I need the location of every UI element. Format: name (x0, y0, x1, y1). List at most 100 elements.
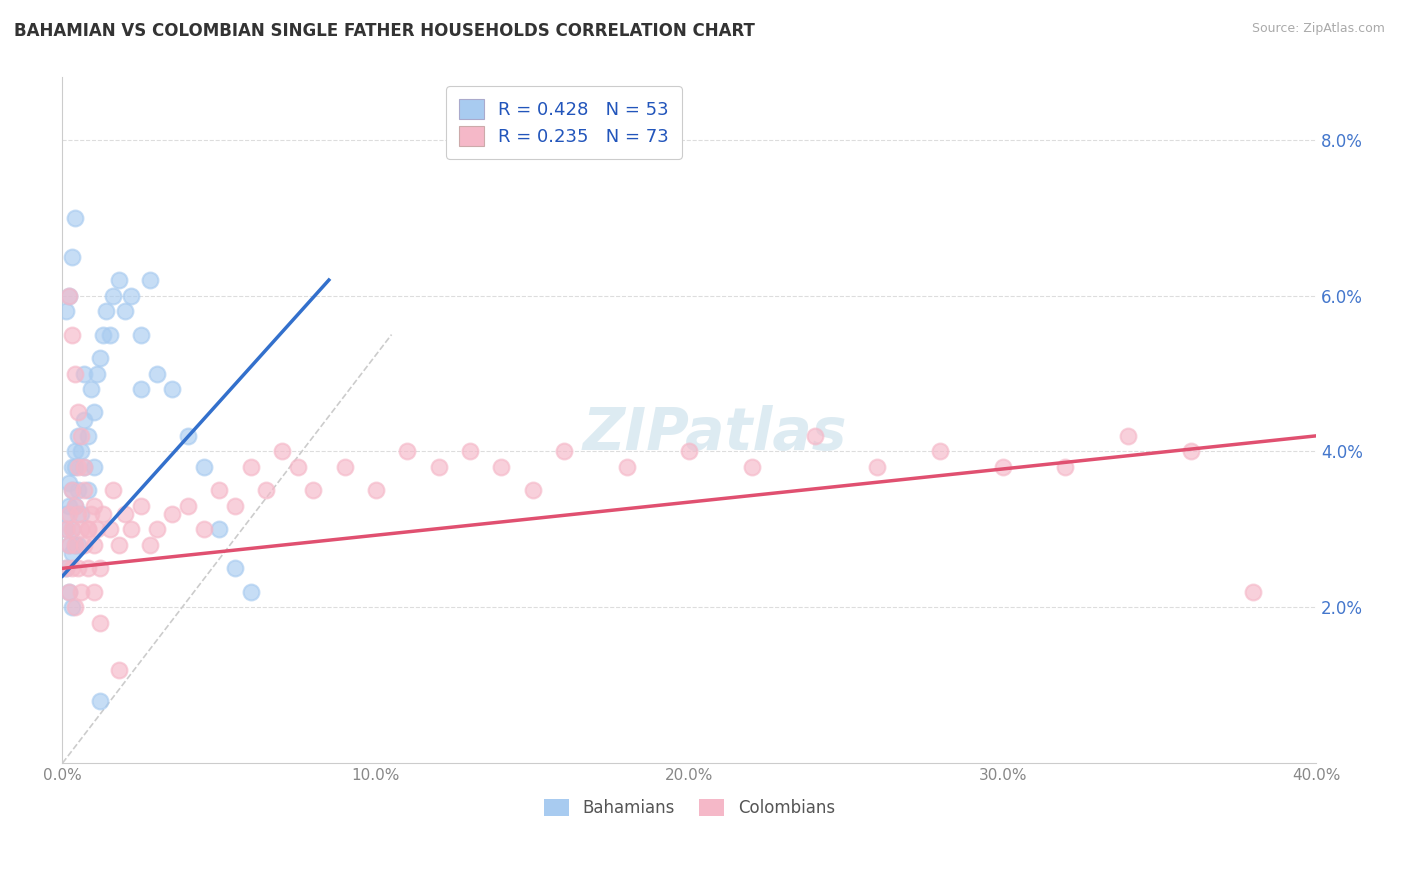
Point (63, 499, 86, 513)
Point (208, 522, 231, 536)
Text: ZIPatlas: ZIPatlas (582, 406, 846, 462)
Point (58, 499, 80, 513)
Point (1054, 460, 1077, 475)
Point (55, 507, 77, 521)
Point (98, 522, 121, 536)
Point (73, 413, 96, 427)
Point (60, 546, 83, 560)
Point (302, 483, 325, 498)
Point (60, 483, 83, 498)
Point (63, 538, 86, 552)
Point (83, 405, 105, 419)
Point (73, 460, 96, 475)
Point (1180, 444, 1202, 458)
Point (929, 444, 952, 458)
Point (60, 600, 83, 615)
Point (73, 483, 96, 498)
Point (80, 382, 103, 396)
Point (108, 663, 131, 677)
Point (70, 522, 93, 536)
Point (63, 211, 86, 225)
Point (63, 538, 86, 552)
Point (86, 367, 108, 381)
Point (145, 367, 167, 381)
Point (287, 460, 309, 475)
Point (73, 367, 96, 381)
Point (91, 507, 114, 521)
Point (63, 444, 86, 458)
Point (108, 538, 131, 552)
Point (224, 499, 246, 513)
Point (239, 584, 262, 599)
Point (67, 460, 90, 475)
Point (76, 522, 98, 536)
Point (98, 327, 121, 342)
Point (73, 460, 96, 475)
Point (58, 584, 80, 599)
Point (108, 273, 131, 287)
Point (60, 522, 83, 536)
Point (70, 584, 93, 599)
Point (76, 561, 98, 575)
Point (991, 460, 1014, 475)
Point (63, 460, 86, 475)
Point (741, 460, 763, 475)
Point (139, 273, 162, 287)
Point (60, 561, 83, 575)
Point (193, 460, 215, 475)
Point (58, 584, 80, 599)
Text: Source: ZipAtlas.com: Source: ZipAtlas.com (1251, 22, 1385, 36)
Point (239, 460, 262, 475)
Point (364, 483, 387, 498)
Point (208, 483, 231, 498)
Point (89, 351, 111, 365)
Point (83, 584, 105, 599)
Point (73, 538, 96, 552)
Point (67, 483, 90, 498)
Point (139, 538, 162, 552)
Point (678, 444, 700, 458)
Point (67, 405, 90, 419)
Point (83, 538, 105, 552)
Point (58, 538, 80, 552)
Point (58, 288, 80, 302)
Point (160, 382, 183, 396)
Point (1116, 429, 1139, 443)
Point (83, 460, 105, 475)
Point (55, 304, 77, 318)
Point (67, 561, 90, 575)
Point (67, 507, 90, 521)
Point (96, 304, 118, 318)
Point (83, 499, 105, 513)
Point (70, 444, 93, 458)
Point (76, 429, 98, 443)
Point (489, 460, 512, 475)
Point (60, 460, 83, 475)
Point (70, 429, 93, 443)
Point (76, 522, 98, 536)
Point (60, 522, 83, 536)
Point (270, 444, 292, 458)
Point (427, 460, 450, 475)
Point (89, 561, 111, 575)
Point (129, 382, 152, 396)
Point (114, 507, 136, 521)
Point (86, 522, 108, 536)
Point (60, 483, 83, 498)
Point (89, 694, 111, 708)
Point (76, 483, 98, 498)
Point (58, 475, 80, 490)
Point (63, 367, 86, 381)
Point (193, 522, 215, 536)
Point (70, 507, 93, 521)
Point (254, 483, 277, 498)
Point (58, 288, 80, 302)
Point (91, 327, 114, 342)
Point (55, 561, 77, 575)
Point (55, 561, 77, 575)
Point (333, 460, 356, 475)
Point (101, 288, 124, 302)
Point (63, 499, 86, 513)
Point (396, 444, 419, 458)
Point (101, 483, 124, 498)
